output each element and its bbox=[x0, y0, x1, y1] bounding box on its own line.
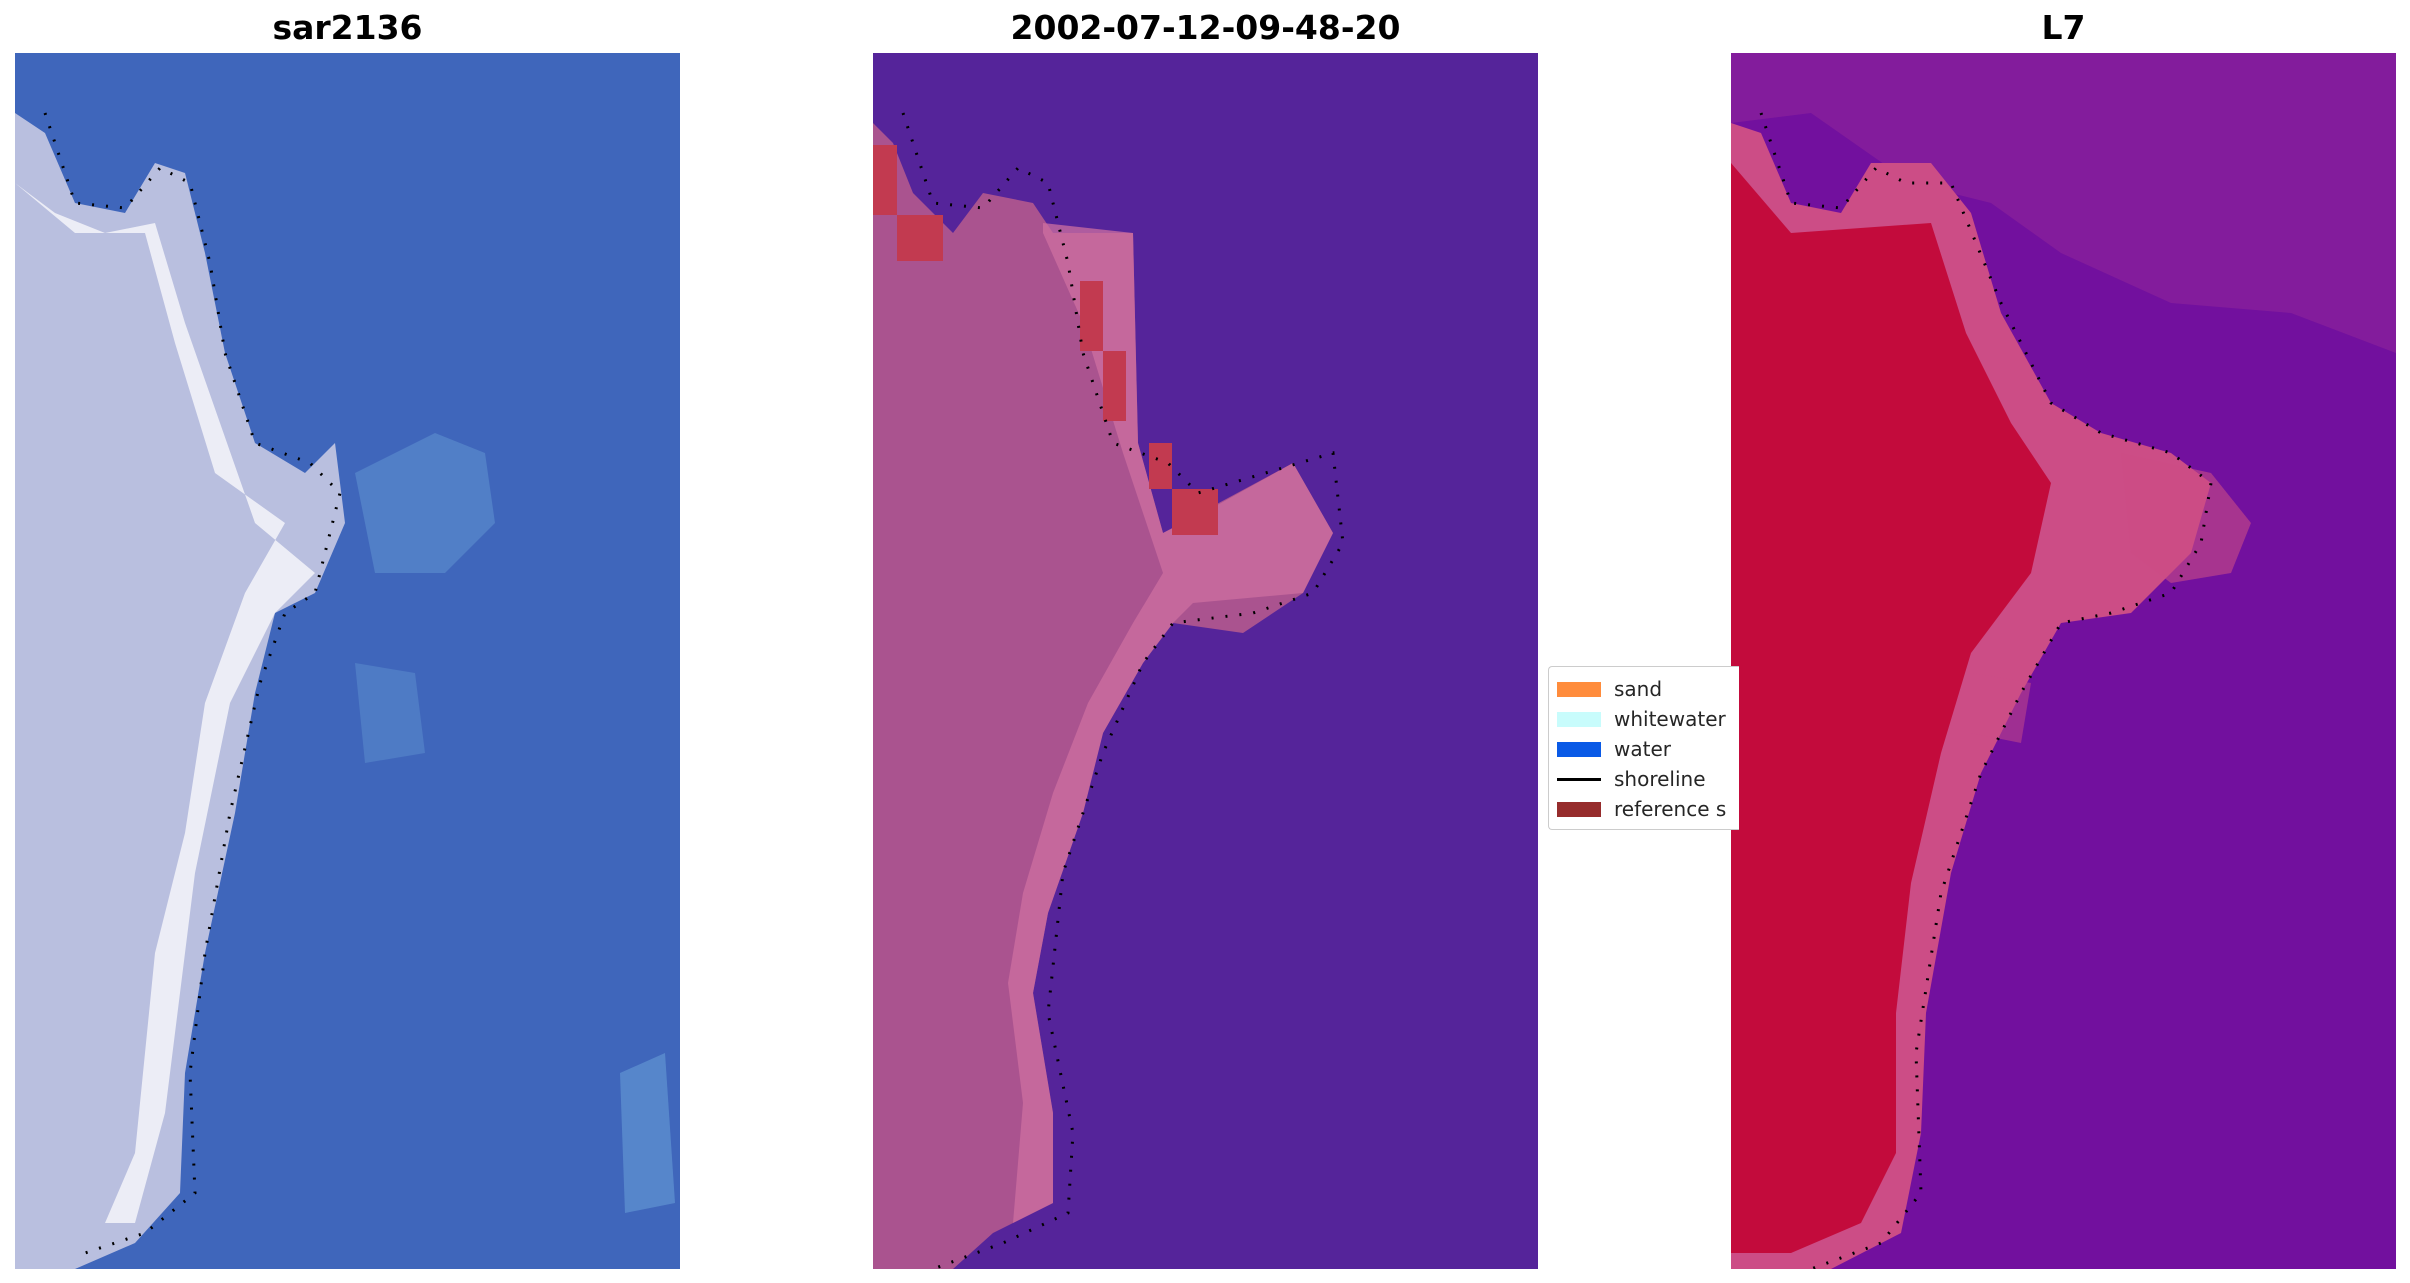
legend-label: water bbox=[1614, 737, 1671, 761]
classification-panel bbox=[873, 53, 1538, 1269]
l7-panel bbox=[1731, 53, 2396, 1269]
whitewater-swatch-icon bbox=[1557, 712, 1601, 727]
reference-swatch-icon bbox=[1557, 802, 1601, 817]
legend-label: reference s bbox=[1614, 797, 1727, 821]
panel-title-date: 2002-07-12-09-48-20 bbox=[1010, 8, 1401, 47]
legend-label: sand bbox=[1614, 677, 1663, 701]
shoreline-line-icon bbox=[1557, 778, 1601, 781]
rgb-image-panel bbox=[15, 53, 680, 1269]
l7-image bbox=[1731, 53, 2396, 1269]
panel-title-sar2136: sar2136 bbox=[272, 8, 423, 47]
sand-swatch-icon bbox=[1557, 682, 1601, 697]
legend: sand whitewater water shoreline referenc… bbox=[1548, 666, 1739, 830]
water-swatch-icon bbox=[1557, 742, 1601, 757]
legend-label: shoreline bbox=[1614, 767, 1706, 791]
classified-image bbox=[873, 53, 1538, 1269]
panel-title-l7: L7 bbox=[2041, 8, 2086, 47]
legend-label: whitewater bbox=[1614, 707, 1726, 731]
rgb-image bbox=[15, 53, 680, 1269]
